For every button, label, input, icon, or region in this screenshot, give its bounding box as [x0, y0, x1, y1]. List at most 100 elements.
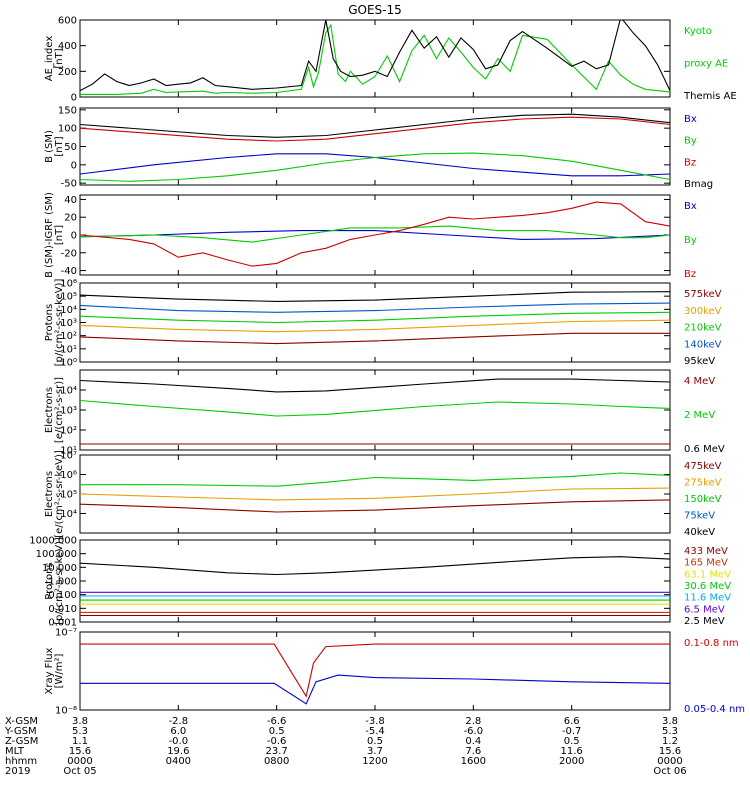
y-axis-label: [e/(cm²-s-sr-keV)] [54, 450, 65, 538]
axis-table-row-label: 2019 [5, 766, 30, 777]
axis-table-cell: -3.8 [365, 716, 385, 727]
axis-table-cell: 3.7 [367, 746, 383, 757]
y-tick-label: 10⁶ [60, 279, 77, 290]
axis-table-cell: 1600 [461, 756, 486, 767]
y-tick-label: 10⁴ [60, 305, 77, 316]
y-axis-label: B (SM) [44, 130, 55, 163]
y-tick-label: 10¹ [60, 344, 77, 355]
legend-label: By [684, 235, 697, 246]
y-tick-label: 10⁻⁸ [55, 706, 77, 717]
legend-label: Bx [684, 201, 697, 212]
series-line-By [80, 225, 670, 243]
series-line-0.6-MeV [80, 378, 670, 393]
axis-table-cell: -2.8 [169, 716, 189, 727]
y-axis-label: [nT] [54, 136, 65, 156]
axis-table-cell: 6.6 [564, 716, 580, 727]
legend-label: Bz [684, 157, 696, 168]
panel-frame [79, 107, 671, 186]
y-axis-label: [nT] [54, 225, 65, 245]
panel-frame [79, 454, 671, 534]
legend-label: 0.6 MeV [684, 444, 725, 455]
y-tick-label: 600 [58, 16, 77, 27]
y-tick-label: 0.010 [48, 604, 77, 615]
axis-table-cell: 3.8 [72, 716, 88, 727]
y-tick-label: 10⁰ [60, 358, 77, 369]
legend-label: 275keV [684, 478, 722, 489]
axis-table-cell: 6.0 [170, 726, 186, 737]
legend-label: Bz [684, 269, 696, 280]
y-tick-label: 10⁴ [60, 386, 77, 397]
series-line-Bx [80, 230, 670, 240]
axis-table-cell: -6.0 [464, 726, 484, 737]
axis-table-cell: 5.3 [72, 726, 88, 737]
legend-label: 0.1-0.8 nm [684, 638, 739, 649]
legend-label: 475keV [684, 461, 722, 472]
series-line-575keV [80, 332, 670, 345]
axis-table-row-label: Z-GSM [5, 736, 38, 747]
y-tick-label: 150 [58, 105, 77, 116]
legend-label: 95keV [684, 356, 715, 367]
axis-table-cell: Oct 06 [653, 766, 686, 777]
axis-table-row-label: hhmm [5, 756, 37, 767]
legend-label: 2.5 MeV [684, 616, 725, 627]
legend-label: 150keV [684, 494, 722, 505]
legend-label: 11.6 MeV [684, 593, 731, 604]
series-line-475keV [80, 499, 670, 513]
panel-xray [79, 631, 671, 711]
legend-label: 2 MeV [684, 410, 715, 421]
legend-label: 165 MeV [684, 558, 728, 569]
legend-label: Themis AE [683, 91, 737, 102]
axis-table-cell: 5.3 [662, 726, 678, 737]
series-line-Themis-AE [80, 20, 670, 92]
legend-label: Kyoto [684, 26, 712, 37]
axis-table-cell: -5.4 [365, 726, 385, 737]
axis-table-cell: Oct 05 [63, 766, 96, 777]
legend-label: proxy AE [684, 59, 728, 70]
series-line-2.5-MeV [80, 556, 670, 576]
series-line-95keV [80, 291, 670, 302]
axis-table-cell: 2000 [559, 756, 584, 767]
y-axis-label: AE_index [44, 36, 55, 82]
y-tick-label: 0 [71, 231, 77, 242]
axis-table-row-label: MLT [5, 746, 25, 757]
legend-label: 575keV [684, 289, 722, 300]
y-tick-label: 10⁻⁷ [55, 628, 77, 639]
panel-protons_hi [79, 539, 671, 623]
legend-label: 4 MeV [684, 376, 715, 387]
legend-label: 210keV [684, 323, 722, 334]
axis-table-cell: 0400 [166, 756, 191, 767]
series-line-Kyoto-proxy-AE [80, 23, 670, 95]
y-tick-label: 40 [64, 195, 77, 206]
series-line-0.05-0.4-nm [80, 674, 670, 705]
y-tick-label: 10³ [60, 406, 77, 417]
y-tick-label: 10⁴ [60, 509, 77, 520]
y-tick-label: -20 [61, 248, 77, 259]
axis-table-cell: 15.6 [69, 746, 91, 757]
panel-electrons_hi [79, 369, 671, 451]
axis-table-cell: 7.6 [465, 746, 481, 757]
panel-b_sm [79, 107, 671, 186]
axis-table-cell: 0.5 [367, 736, 383, 747]
panel-protons_lo [79, 282, 671, 363]
axis-table-cell: -0.7 [562, 726, 582, 737]
axis-table-cell: 2.8 [465, 716, 481, 727]
y-tick-label: 10² [60, 331, 77, 342]
legend-label: 40keV [684, 527, 715, 538]
series-line-210keV [80, 311, 670, 324]
y-tick-label: 1.000 [48, 577, 77, 588]
axis-table-cell: 0.5 [564, 736, 580, 747]
y-tick-label: 10⁵ [60, 292, 77, 303]
legend-label: Bmag [684, 179, 713, 190]
panel-frame [79, 282, 671, 363]
axis-table-cell: 0.4 [465, 736, 481, 747]
y-tick-label: 0.100 [48, 590, 77, 601]
y-tick-label: 1000.000 [29, 536, 77, 547]
y-tick-label: 0 [71, 160, 77, 171]
legend-label: 75keV [684, 511, 715, 522]
axis-table-cell: 0000 [657, 756, 682, 767]
y-tick-label: 100.000 [36, 549, 77, 560]
legend-label: 30.6 MeV [684, 581, 731, 592]
axis-table-row-label: Y-GSM [4, 726, 37, 737]
chart-title: GOES-15 [348, 3, 402, 17]
